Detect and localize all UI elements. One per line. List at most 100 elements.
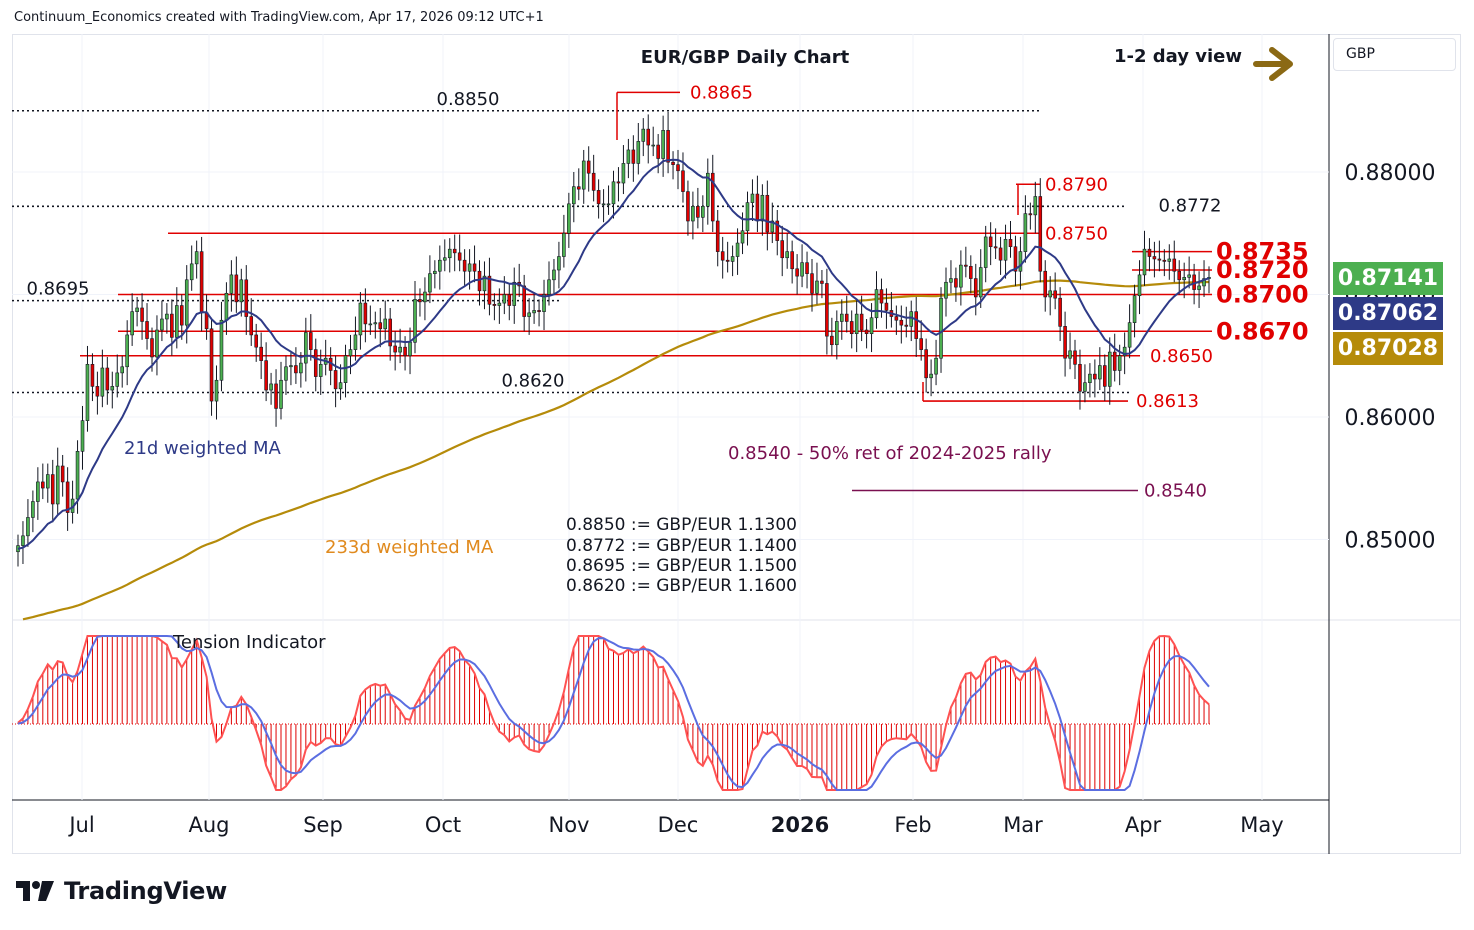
candle-body — [651, 144, 655, 147]
candle-body — [234, 274, 239, 303]
candle-body — [428, 273, 432, 293]
candle-body — [249, 316, 254, 336]
wma-21-path — [17, 158, 1210, 550]
candle-body — [304, 332, 308, 364]
candle-body — [720, 251, 725, 261]
candle-body — [343, 355, 348, 384]
candle-body — [358, 302, 363, 336]
candle-body — [403, 346, 407, 357]
candle-body — [1018, 251, 1023, 272]
candle-body — [671, 161, 675, 165]
candle-body — [155, 329, 159, 358]
candle-body — [313, 349, 318, 377]
candle-body — [969, 266, 973, 279]
candle-body — [894, 316, 899, 321]
tradingview-logo[interactable]: TradingView — [16, 877, 227, 905]
candle-body — [274, 383, 278, 409]
candle-body — [631, 149, 636, 164]
candle-body — [954, 278, 958, 288]
level-label: 0.8670 — [1216, 317, 1309, 345]
candle-body — [95, 386, 100, 397]
wma233-price-tag: 0.87028 — [1333, 332, 1443, 365]
candle-body — [666, 130, 670, 163]
candle-body — [90, 364, 95, 387]
candle-body — [507, 294, 512, 306]
candle-body — [1187, 274, 1191, 278]
candle-body — [929, 373, 933, 379]
level-label: 0.8620 — [502, 371, 565, 392]
candle-body — [50, 474, 55, 505]
candle-body — [65, 481, 70, 513]
candle-body — [388, 318, 392, 347]
candle-body — [492, 303, 497, 306]
candle-body — [398, 346, 402, 353]
wma233-label: 233d weighted MA — [325, 537, 494, 558]
candle-body — [1063, 326, 1067, 359]
candle-body — [1033, 196, 1038, 216]
candle-body — [983, 236, 988, 268]
candle-body — [299, 362, 303, 374]
candle-body — [229, 274, 234, 294]
candle-body — [1068, 350, 1072, 359]
candle-body — [864, 329, 869, 334]
candle-body — [502, 294, 507, 304]
candle-body — [1098, 365, 1102, 380]
candle-body — [557, 256, 561, 271]
candle-body — [36, 481, 40, 502]
candle-body — [701, 206, 705, 218]
candle-body — [1167, 258, 1172, 262]
horizontal-levels: 0.8850 0.8772 0.8695 0.8620 0.8865 0.8790 0.87… — [12, 82, 1309, 502]
candle-body — [244, 279, 249, 317]
candle-body — [1172, 258, 1177, 272]
candle-body — [55, 465, 60, 505]
candle-body — [482, 275, 487, 292]
tension-line — [17, 634, 1210, 791]
candle-body — [621, 163, 626, 184]
candle-body — [1152, 256, 1157, 260]
candle-body — [805, 262, 809, 274]
candle-body — [179, 305, 184, 326]
candle-body — [522, 285, 526, 317]
candle-body — [780, 240, 785, 259]
logo-text: TradingView — [64, 877, 227, 905]
wma-233-line — [22, 279, 1210, 621]
right-arrow-icon — [1253, 47, 1293, 81]
candle-body — [924, 349, 928, 379]
candle-body — [949, 278, 953, 283]
candle-body — [442, 257, 447, 261]
candle-body — [294, 365, 298, 374]
candle-body — [830, 335, 834, 346]
price-tick-label: 0.86000 — [1345, 406, 1436, 431]
candle-body — [418, 299, 422, 303]
currency-selector[interactable]: GBP — [1333, 38, 1456, 71]
candle-body — [874, 289, 879, 319]
tradingview-logo-icon — [16, 881, 54, 901]
tension-indicator-label: Tension Indicator — [172, 632, 326, 653]
candle-body — [363, 302, 368, 325]
candle-body — [1013, 246, 1018, 272]
candle-body — [656, 144, 660, 159]
candle-body — [31, 501, 35, 518]
view-label: 1-2 day view — [1114, 46, 1242, 67]
tension-signal-line — [17, 635, 1210, 791]
candle-body — [576, 186, 581, 190]
candle-body — [145, 321, 149, 339]
candle-body — [1177, 270, 1182, 281]
conversion-line: 0.8695 := GBP/EUR 1.1500 — [566, 556, 797, 576]
candle-body — [760, 194, 765, 222]
candle-body — [184, 279, 189, 326]
candle-body — [477, 270, 482, 292]
candle-body — [1078, 364, 1082, 392]
candle-body — [368, 323, 373, 326]
candle-body — [1003, 239, 1008, 261]
candle-body — [919, 338, 923, 350]
candle-body — [1197, 285, 1201, 290]
candle-body — [279, 379, 283, 409]
candle-body — [120, 366, 124, 374]
candle-body — [691, 206, 695, 222]
candle-body — [452, 248, 457, 254]
candle-body — [408, 341, 412, 357]
candle-body — [239, 279, 244, 303]
level-label: 0.8865 — [690, 82, 753, 103]
wma-21-line — [17, 158, 1210, 550]
